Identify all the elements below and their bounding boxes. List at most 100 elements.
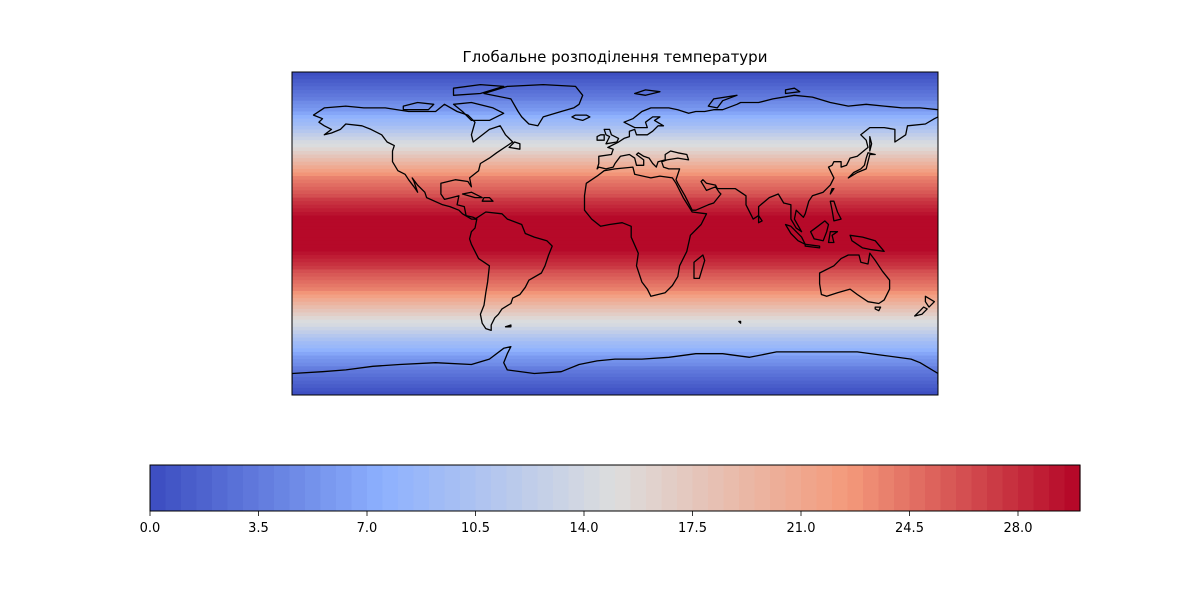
- colorbar-swatch: [754, 465, 771, 511]
- colorbar-swatch: [475, 465, 492, 511]
- colorbar-tick-label: 17.5: [678, 521, 707, 536]
- coastline-baffin-island: [452, 101, 505, 122]
- colorbar-swatch: [971, 465, 988, 511]
- colorbar-swatch: [878, 465, 895, 511]
- temperature-band: [292, 287, 938, 292]
- colorbar-swatch: [320, 465, 337, 511]
- temperature-band: [292, 237, 938, 242]
- coastline-cuba: [461, 191, 483, 199]
- temperature-band: [292, 351, 938, 357]
- colorbar-swatch: [336, 465, 353, 511]
- temperature-band: [292, 204, 938, 209]
- temperature-band: [292, 229, 938, 235]
- temperature-band: [292, 183, 938, 188]
- colorbar-swatch: [1033, 465, 1050, 511]
- colorbar-tick-label: 24.5: [895, 521, 924, 536]
- temperature-band: [292, 165, 938, 170]
- colorbar-swatch: [460, 465, 477, 511]
- temperature-band: [292, 97, 938, 102]
- temperature-band: [292, 344, 938, 349]
- colorbar-swatch: [398, 465, 415, 511]
- temperature-band: [292, 384, 938, 389]
- temperature-band: [292, 362, 938, 367]
- colorbar-frame: [149, 464, 1081, 512]
- colorbar-swatch: [646, 465, 663, 511]
- colorbar-swatch: [1064, 465, 1081, 511]
- temperature-band: [292, 355, 938, 360]
- colorbar-swatch: [181, 465, 198, 511]
- colorbar-swatch: [956, 465, 973, 511]
- temperature-band: [292, 326, 938, 331]
- coastline-north-america: [312, 103, 514, 220]
- colorbar-swatch: [305, 465, 322, 511]
- temperature-field: [292, 72, 938, 395]
- temperature-band: [292, 366, 938, 371]
- temperature-band: [292, 125, 938, 131]
- temperature-band: [292, 136, 938, 141]
- temperature-band: [292, 330, 938, 335]
- temperature-band: [292, 115, 938, 120]
- temperature-band: [292, 244, 938, 249]
- temperature-band: [292, 323, 938, 328]
- coastline-hispaniola: [481, 196, 494, 202]
- colorbar-swatch: [677, 465, 694, 511]
- temperature-band: [292, 387, 938, 393]
- coastline-antarctica: [292, 345, 938, 385]
- coastline-sri-lanka: [757, 214, 763, 224]
- colorbar-swatch: [1018, 465, 1035, 511]
- map-frame: [291, 71, 939, 396]
- colorbar-swatch: [816, 465, 833, 511]
- temperature-band: [292, 369, 938, 375]
- temperature-band: [292, 154, 938, 159]
- temperature-band: [292, 143, 938, 148]
- colorbar-swatch: [289, 465, 306, 511]
- colorbar-swatch: [940, 465, 957, 511]
- temperature-band: [292, 89, 938, 95]
- coastline-tasmania: [874, 306, 882, 312]
- temperature-band: [292, 201, 938, 206]
- colorbar-tick-label: 0.0: [140, 521, 161, 536]
- colorbar-swatch: [630, 465, 647, 511]
- colorbar-swatch: [785, 465, 802, 511]
- temperature-band: [292, 319, 938, 324]
- colorbar-ticks: 0.0 3.5 7.0 10.5 14.0 17.5 21.0 24.5 28.0: [140, 511, 1033, 536]
- temperature-band: [292, 280, 938, 285]
- coastline-kerguelen: [738, 320, 742, 324]
- temperature-band: [292, 251, 938, 256]
- colorbar-swatch: [413, 465, 430, 511]
- colorbar-tick-label: 28.0: [1004, 521, 1033, 536]
- colorbar-swatch: [599, 465, 616, 511]
- temperature-band: [292, 308, 938, 314]
- temperature-band: [292, 104, 938, 109]
- colorbar-swatch: [274, 465, 291, 511]
- colorbar-swatch: [1002, 465, 1019, 511]
- temperature-band: [292, 380, 938, 385]
- temperature-band: [292, 208, 938, 213]
- coastline-greenland: [483, 83, 584, 127]
- temperature-band: [292, 168, 938, 174]
- temperature-band: [292, 294, 938, 299]
- colorbar-tick-label: 3.5: [248, 521, 269, 536]
- colorbar-tick-label: 7.0: [357, 521, 378, 536]
- colorbar-swatch: [801, 465, 818, 511]
- coastline-ireland: [596, 134, 605, 141]
- coastline-madagascar: [693, 254, 706, 280]
- temperature-band: [292, 290, 938, 296]
- colorbar-swatch: [661, 465, 678, 511]
- temperature-band: [292, 348, 938, 353]
- chart-title: Глобальне розподілення температури: [462, 48, 768, 66]
- colorbar-tick-label: 21.0: [787, 521, 816, 536]
- coastline-british-isles: [603, 128, 620, 145]
- temperature-band: [292, 222, 938, 227]
- coastline-victoria-island: [402, 101, 435, 111]
- temperature-band: [292, 93, 938, 98]
- colorbar-swatch: [243, 465, 260, 511]
- temperature-band: [292, 255, 938, 260]
- colorbar-swatch: [847, 465, 864, 511]
- temperature-band: [292, 147, 938, 152]
- temperature-band: [292, 283, 938, 288]
- temperature-band: [292, 341, 938, 346]
- temperature-band: [292, 391, 938, 395]
- temperature-band: [292, 75, 938, 80]
- temperature-band: [292, 190, 938, 195]
